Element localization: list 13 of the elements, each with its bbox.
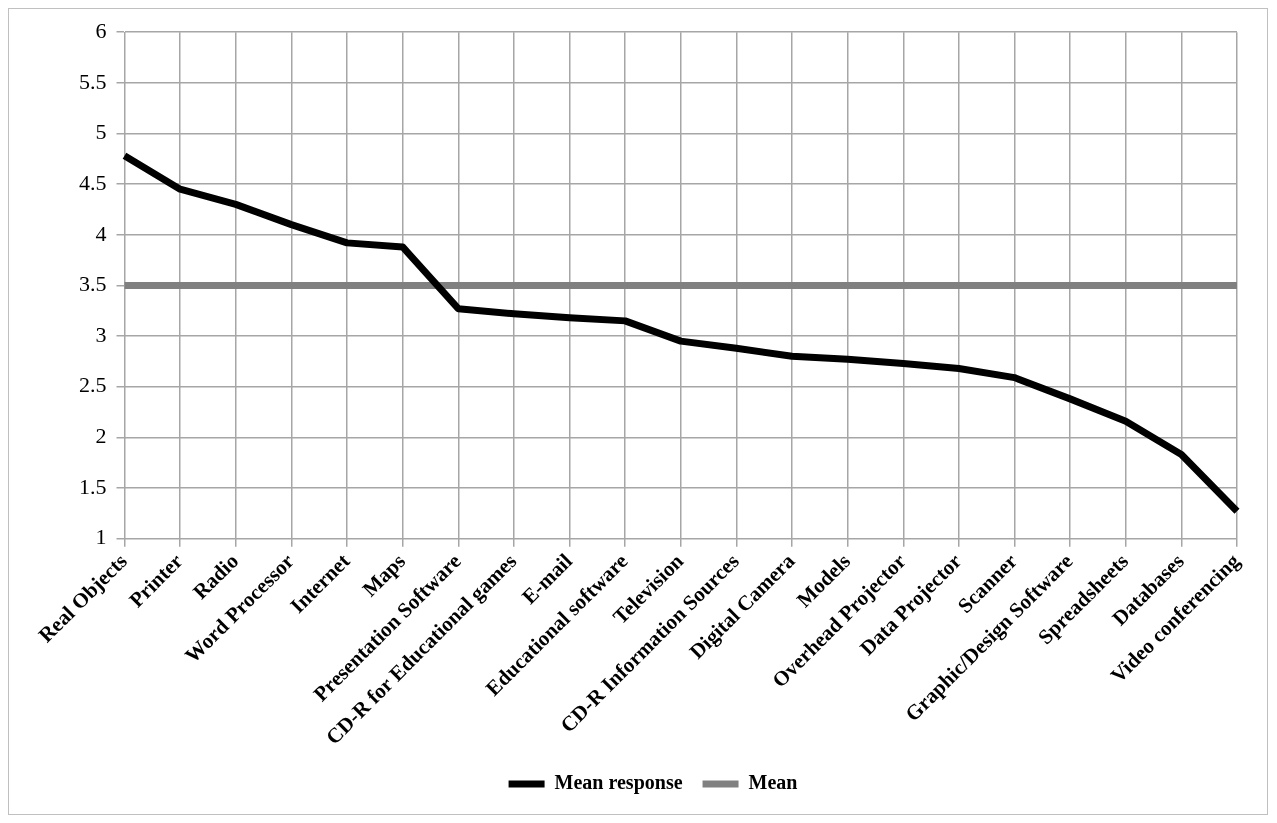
y-tick-label: 4 bbox=[95, 220, 107, 246]
y-tick-label: 5.5 bbox=[79, 68, 107, 94]
y-tick-label: 2 bbox=[95, 423, 107, 449]
y-tick-label: 3.5 bbox=[79, 271, 107, 297]
y-tick-label: 6 bbox=[95, 17, 107, 43]
y-tick-label: 1.5 bbox=[79, 473, 107, 499]
y-tick-label: 4.5 bbox=[79, 169, 107, 195]
y-tick-label: 2.5 bbox=[79, 372, 107, 398]
legend-label: Mean response bbox=[554, 771, 683, 795]
y-tick-label: 3 bbox=[95, 321, 107, 347]
y-tick-label: 5 bbox=[95, 119, 107, 145]
y-tick-label: 1 bbox=[95, 524, 107, 550]
legend-label: Mean bbox=[748, 771, 798, 794]
